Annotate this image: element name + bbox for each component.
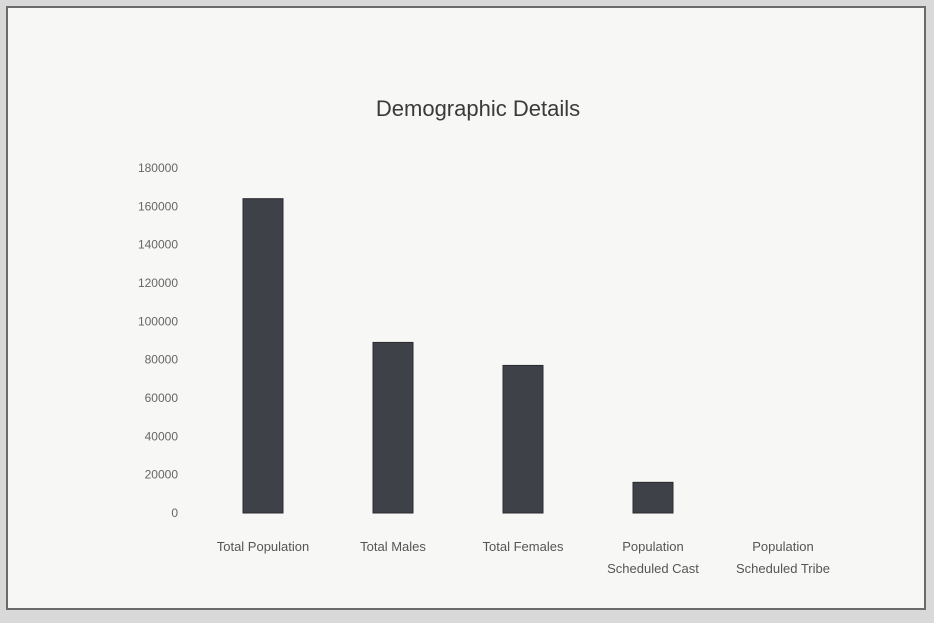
x-tick-label: Total Females xyxy=(483,539,564,554)
bar xyxy=(502,364,544,514)
x-tick-label: Population Scheduled Cast xyxy=(607,539,699,576)
y-tick-label: 160000 xyxy=(138,199,178,213)
chart-frame: Demographic Details 0 20000 40000 60000 8000… xyxy=(6,6,926,610)
bar xyxy=(242,198,284,514)
y-tick-label: 140000 xyxy=(138,238,178,252)
x-tick-label: Total Males xyxy=(360,539,426,554)
y-tick-label: 120000 xyxy=(138,276,178,290)
x-axis: Total Population Total Males Total Females… xyxy=(217,539,830,576)
x-tick-label: Total Population xyxy=(217,539,310,554)
y-tick-label: 40000 xyxy=(145,429,179,443)
chart-title: Demographic Details xyxy=(376,96,580,121)
y-tick-label: 60000 xyxy=(145,391,179,405)
y-tick-label: 80000 xyxy=(145,353,179,367)
bar xyxy=(632,481,674,514)
y-tick-label: 0 xyxy=(171,506,178,520)
x-tick-label-line: Total Population xyxy=(217,539,310,554)
y-tick-label: 100000 xyxy=(138,314,178,328)
x-tick-label-line: Population xyxy=(622,539,683,554)
bars xyxy=(242,198,674,514)
bar xyxy=(372,341,414,514)
x-tick-label-line: Population xyxy=(752,539,813,554)
x-tick-label-line: Total Males xyxy=(360,539,426,554)
x-tick-label-line: Total Females xyxy=(483,539,564,554)
x-tick-label: Population Scheduled Tribe xyxy=(736,539,830,576)
y-tick-label: 20000 xyxy=(145,468,179,482)
y-axis: 0 20000 40000 60000 80000 100000 120000 140000 1… xyxy=(138,161,178,520)
x-tick-label-line: Scheduled Cast xyxy=(607,561,699,576)
x-tick-label-line: Scheduled Tribe xyxy=(736,561,830,576)
y-tick-label: 180000 xyxy=(138,161,178,175)
bar-chart: Demographic Details 0 20000 40000 60000 8000… xyxy=(138,96,830,576)
